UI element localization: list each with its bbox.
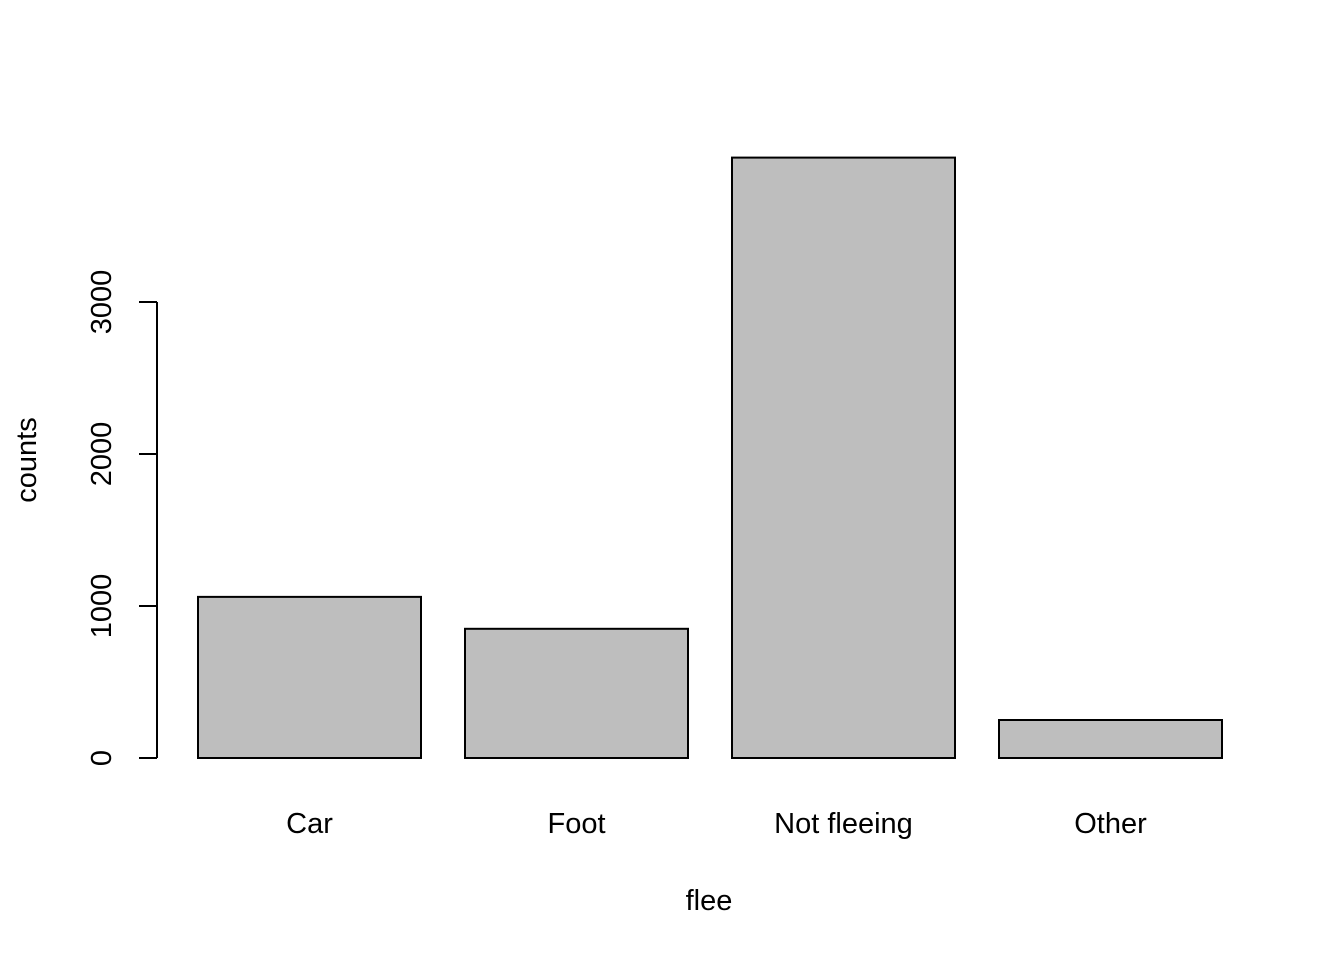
bar-not-fleeing xyxy=(731,156,956,760)
y-axis: 0 1000 2000 3000 xyxy=(86,270,158,766)
y-tick-label: 1000 xyxy=(86,574,118,639)
bar-foot xyxy=(464,627,689,759)
bar-other xyxy=(998,719,1223,759)
y-tick-label: 2000 xyxy=(86,422,118,487)
x-tick-label: Car xyxy=(286,808,333,840)
x-tick-label: Other xyxy=(1074,808,1147,840)
bars-group xyxy=(197,156,1223,760)
x-category-labels: Car Foot Not fleeing Other xyxy=(286,808,1147,840)
bar-car xyxy=(197,595,422,759)
y-tick-label: 3000 xyxy=(86,270,118,335)
x-tick-label: Not fleeing xyxy=(774,808,913,840)
x-axis-title: flee xyxy=(686,885,733,917)
y-tick-label: 0 xyxy=(86,750,118,766)
x-tick-label: Foot xyxy=(547,808,605,840)
y-axis-title: counts xyxy=(11,417,43,502)
